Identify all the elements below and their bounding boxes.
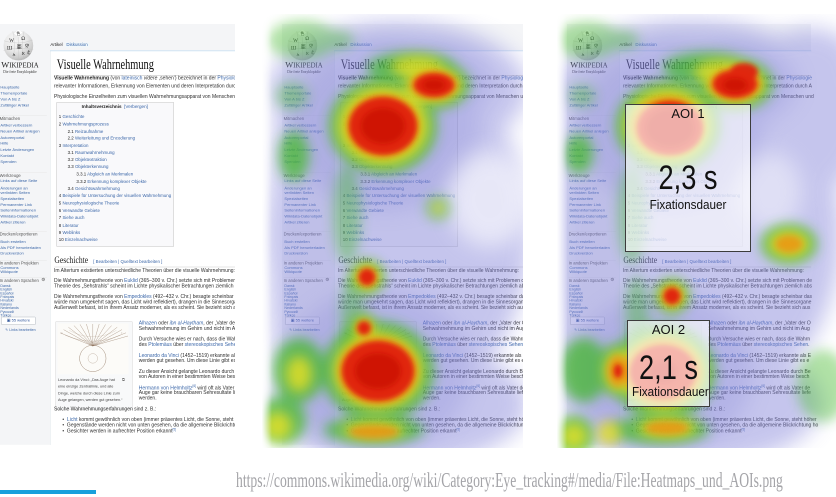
svg-text:⾊: ⾊ (16, 30, 20, 36)
svg-text:Ш: Ш (7, 46, 13, 52)
svg-text:Ω: Ω (21, 36, 25, 42)
svg-text:a: a (61, 332, 63, 335)
svg-text:አ: አ (12, 52, 15, 58)
svg-text:W: W (9, 38, 14, 44)
svg-text:დ: დ (25, 42, 29, 48)
svg-text:b: b (92, 341, 94, 344)
svg-text:c: c (121, 332, 122, 335)
svg-text:א: א (22, 51, 25, 57)
svg-text:ع: ع (27, 49, 30, 55)
svg-text:亜: 亜 (17, 43, 22, 50)
